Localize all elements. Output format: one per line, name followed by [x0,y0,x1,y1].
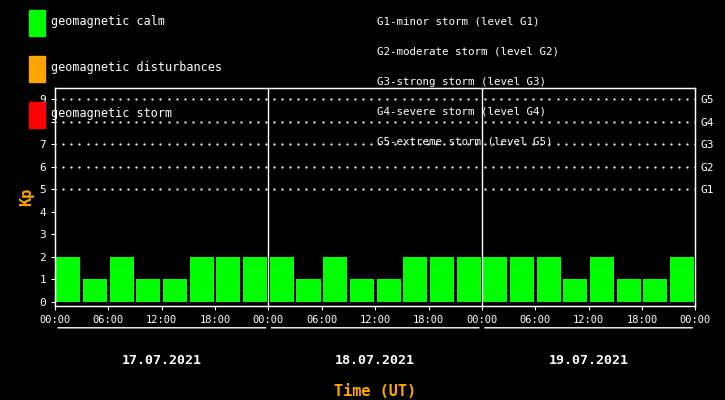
Text: 18.07.2021: 18.07.2021 [335,354,415,367]
Bar [536,256,560,302]
Bar [510,256,534,302]
Bar [57,256,80,302]
Text: geomagnetic disturbances: geomagnetic disturbances [51,62,222,74]
Bar [376,279,400,302]
Text: G2-moderate storm (level G2): G2-moderate storm (level G2) [377,47,559,57]
Bar [643,279,667,302]
Bar [243,256,267,302]
Y-axis label: Kp: Kp [19,188,34,206]
Text: 17.07.2021: 17.07.2021 [122,354,202,367]
Bar [563,279,587,302]
Bar [136,279,160,302]
Bar [350,279,374,302]
Bar [616,279,641,302]
Bar [430,256,454,302]
Bar [484,256,508,302]
Bar [190,256,214,302]
Text: G4-severe storm (level G4): G4-severe storm (level G4) [377,107,546,117]
Bar [697,279,721,302]
Bar [670,256,694,302]
Bar [109,256,134,302]
Text: G3-strong storm (level G3): G3-strong storm (level G3) [377,77,546,87]
Text: G5-extreme storm (level G5): G5-extreme storm (level G5) [377,137,552,147]
Bar [323,256,347,302]
Bar [270,256,294,302]
Bar [297,279,320,302]
Bar [403,256,427,302]
Text: Time (UT): Time (UT) [334,384,416,400]
Bar [457,256,481,302]
Bar [163,279,187,302]
Bar [590,256,614,302]
Text: geomagnetic calm: geomagnetic calm [51,16,165,28]
Bar [217,256,241,302]
Text: geomagnetic storm: geomagnetic storm [51,108,172,120]
Text: 19.07.2021: 19.07.2021 [549,354,629,367]
Text: G1-minor storm (level G1): G1-minor storm (level G1) [377,17,539,27]
Bar [83,279,107,302]
